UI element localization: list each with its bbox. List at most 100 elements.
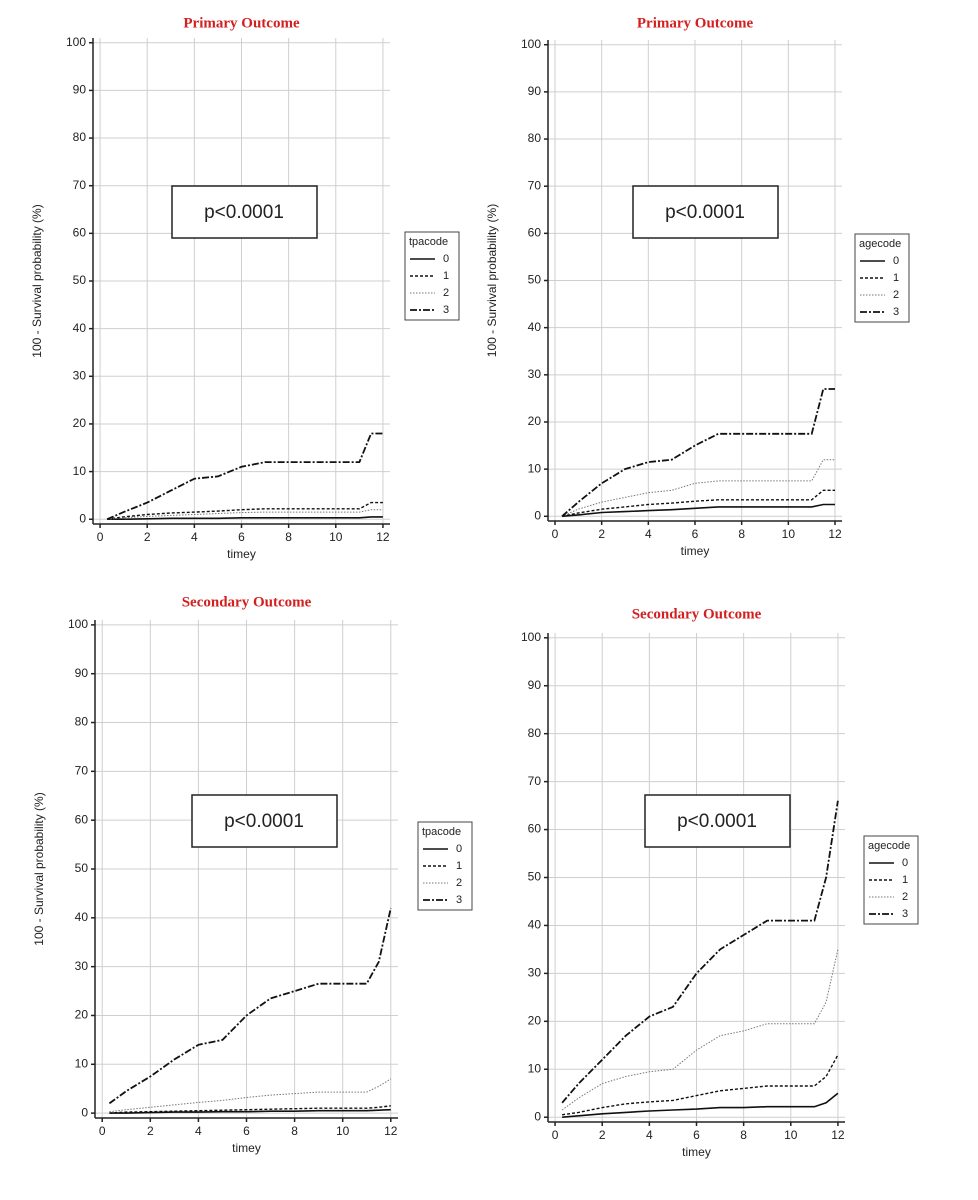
- x-axis-label: timey: [682, 1145, 711, 1159]
- y-tick-label: 20: [75, 1008, 89, 1022]
- y-tick-label: 70: [528, 178, 542, 192]
- series-line: [562, 1092, 839, 1118]
- x-tick-label: 8: [291, 1124, 298, 1138]
- series-line: [561, 1054, 839, 1116]
- x-tick-label: 0: [552, 1128, 559, 1142]
- y-tick-label: 20: [73, 416, 87, 430]
- y-tick-label: 90: [528, 678, 542, 692]
- series-line: [107, 501, 383, 520]
- legend-label: 0: [893, 255, 899, 267]
- y-tick-label: 100: [521, 630, 541, 644]
- y-tick-label: 0: [81, 1105, 88, 1119]
- annotation-box: [632, 185, 779, 239]
- series-line: [109, 1078, 392, 1113]
- legend-box: [417, 821, 473, 911]
- y-tick-label: 30: [528, 966, 542, 980]
- chart-title: Primary Outcome: [183, 15, 300, 31]
- x-tick-label: 8: [738, 527, 745, 541]
- x-axis-label: timey: [681, 544, 710, 558]
- y-tick-label: 0: [79, 511, 86, 525]
- legend-label: 2: [902, 891, 908, 903]
- y-axis-label: 100 - Survival probability (%): [30, 204, 44, 357]
- annotation: p<0.0001: [677, 811, 757, 832]
- series-line: [106, 432, 383, 521]
- series-line: [561, 459, 835, 517]
- x-tick-label: 10: [329, 530, 343, 544]
- legend-label: 3: [443, 304, 449, 316]
- legend-label: 1: [902, 874, 908, 886]
- legend-label: 1: [443, 270, 449, 282]
- y-tick-label: 0: [534, 1109, 541, 1123]
- x-tick-label: 2: [599, 1128, 606, 1142]
- series-line: [109, 1108, 391, 1114]
- y-tick-label: 20: [528, 1013, 542, 1027]
- x-tick-label: 2: [147, 1124, 154, 1138]
- y-axis-label: 100 - Survival probability (%): [485, 204, 499, 357]
- legend-label: 2: [893, 289, 899, 301]
- x-tick-label: 6: [693, 1128, 700, 1142]
- y-tick-label: 30: [528, 367, 542, 381]
- y-tick-label: 20: [528, 414, 542, 428]
- x-tick-label: 10: [336, 1124, 350, 1138]
- y-tick-label: 80: [528, 131, 542, 145]
- y-tick-label: 50: [528, 870, 542, 884]
- y-tick-label: 60: [528, 226, 542, 240]
- y-tick-label: 30: [73, 368, 87, 382]
- x-tick-label: 0: [99, 1124, 106, 1138]
- x-tick-label: 10: [784, 1128, 798, 1142]
- x-tick-label: 12: [376, 530, 390, 544]
- y-axis-label: 100 - Survival probability (%): [32, 792, 46, 945]
- x-tick-label: 4: [646, 1128, 653, 1142]
- y-tick-label: 40: [528, 320, 542, 334]
- series-line: [108, 907, 392, 1105]
- y-tick-label: 60: [73, 226, 87, 240]
- y-tick-label: 50: [75, 861, 89, 875]
- y-tick-label: 40: [73, 321, 87, 335]
- y-tick-label: 100: [521, 37, 541, 51]
- annotation: p<0.0001: [224, 811, 304, 832]
- legend-label: 3: [893, 306, 899, 318]
- annotation: p<0.0001: [204, 202, 284, 223]
- x-tick-label: 6: [692, 527, 699, 541]
- x-axis-label: timey: [227, 547, 256, 561]
- legend-label: 3: [456, 894, 462, 906]
- y-tick-label: 40: [528, 918, 542, 932]
- legend-label: 0: [456, 843, 462, 855]
- series-line: [107, 516, 383, 520]
- chart-title: Primary Outcome: [637, 15, 754, 31]
- y-tick-label: 90: [528, 84, 542, 98]
- y-tick-label: 80: [75, 715, 89, 729]
- y-tick-label: 50: [528, 273, 542, 287]
- legend-label: 0: [443, 253, 449, 265]
- annotation: p<0.0001: [665, 202, 745, 223]
- series-line: [561, 503, 835, 518]
- y-tick-label: 70: [528, 774, 542, 788]
- series-line: [561, 949, 839, 1111]
- legend-title: agecode: [868, 840, 910, 852]
- y-tick-label: 100: [66, 35, 86, 49]
- y-tick-label: 10: [528, 1061, 542, 1075]
- y-tick-label: 100: [68, 617, 88, 631]
- x-axis-label: timey: [232, 1141, 261, 1155]
- annotation-box: [644, 794, 791, 848]
- y-tick-label: 60: [528, 822, 542, 836]
- y-tick-label: 10: [73, 464, 87, 478]
- y-tick-label: 70: [75, 764, 89, 778]
- x-tick-label: 4: [645, 527, 652, 541]
- legend-label: 2: [443, 287, 449, 299]
- series-line: [561, 489, 835, 517]
- legend-title: tpacode: [409, 236, 448, 248]
- chart-title: Secondary Outcome: [182, 594, 312, 610]
- annotation-box: [191, 794, 338, 848]
- x-tick-label: 0: [97, 530, 104, 544]
- legend-label: 1: [456, 860, 462, 872]
- y-tick-label: 80: [73, 130, 87, 144]
- y-tick-label: 50: [73, 273, 87, 287]
- y-tick-label: 70: [73, 178, 87, 192]
- y-tick-label: 30: [75, 959, 89, 973]
